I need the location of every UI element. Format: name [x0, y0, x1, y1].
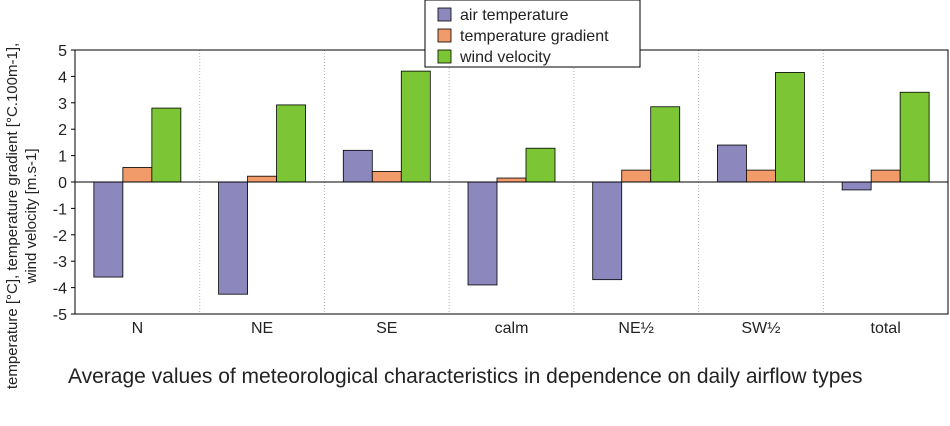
legend-label: wind velocity	[459, 49, 551, 66]
bar-wind-velocity-4	[650, 106, 681, 183]
bar-air-temperature-0	[93, 181, 124, 278]
bar-temperature-gradient-2	[371, 171, 402, 183]
bar-air-temperature-6	[841, 181, 872, 191]
legend: air temperature temperature gradient wind …	[424, 0, 641, 68]
bar-air-temperature-3	[467, 181, 498, 286]
x-tick-label: SW½	[741, 320, 780, 337]
legend-swatch	[437, 49, 452, 64]
bar-wind-velocity-0	[151, 107, 182, 183]
y-tick-label: 1	[58, 149, 67, 166]
y-axis-title-line2: wind velocity [m.s-1]	[23, 148, 40, 284]
legend-box	[424, 0, 641, 68]
x-axis: N NE SE calm NE½ SW½ total	[132, 320, 901, 337]
bars	[93, 70, 930, 295]
bar-air-temperature-1	[218, 181, 248, 295]
y-tick-label: 3	[58, 96, 67, 113]
y-tick-label: -1	[53, 201, 67, 218]
y-tick-label: -3	[53, 254, 67, 271]
chart-caption: Average values of meteorological charact…	[68, 365, 863, 388]
bar-wind-velocity-3	[525, 147, 556, 183]
bar-wind-velocity-6	[899, 91, 930, 183]
x-tick-label: calm	[495, 320, 529, 337]
bar-temperature-gradient-3	[496, 177, 527, 183]
legend-label: temperature gradient	[460, 28, 609, 45]
x-tick-label: SE	[376, 320, 397, 337]
y-tick-label: 2	[58, 122, 67, 139]
legend-label: air temperature	[460, 7, 569, 24]
bar-wind-velocity-5	[775, 72, 805, 183]
y-axis: 5 4 3 2 1 0 -1 -2 -3 -4 -5	[53, 43, 75, 324]
y-tick-label: 4	[58, 69, 67, 86]
y-tick-label: -2	[53, 228, 67, 245]
y-tick-label: -4	[53, 281, 67, 298]
legend-swatch	[437, 7, 452, 22]
y-tick-label: 0	[58, 175, 67, 192]
x-tick-label: total	[871, 320, 901, 337]
x-tick-label: NE½	[618, 320, 654, 337]
x-tick-label: NE	[251, 320, 273, 337]
y-tick-label: 5	[58, 43, 67, 60]
bar-temperature-gradient-6	[870, 169, 901, 183]
bar-air-temperature-4	[592, 181, 623, 281]
bar-temperature-gradient-0	[122, 167, 153, 183]
y-tick-label: -5	[53, 307, 67, 324]
bar-wind-velocity-2	[400, 70, 431, 183]
bar-temperature-gradient-1	[247, 175, 277, 183]
bar-temperature-gradient-5	[746, 169, 776, 183]
bar-temperature-gradient-4	[621, 169, 652, 183]
y-axis-title: temperature [°C], temperature gradient […	[4, 43, 40, 389]
bar-wind-velocity-1	[276, 104, 306, 183]
legend-swatch	[437, 28, 452, 43]
x-tick-label: N	[132, 320, 144, 337]
bar-air-temperature-2	[342, 149, 373, 183]
bar-air-temperature-5	[717, 144, 747, 183]
y-axis-title-line1: temperature [°C], temperature gradient […	[4, 43, 21, 389]
